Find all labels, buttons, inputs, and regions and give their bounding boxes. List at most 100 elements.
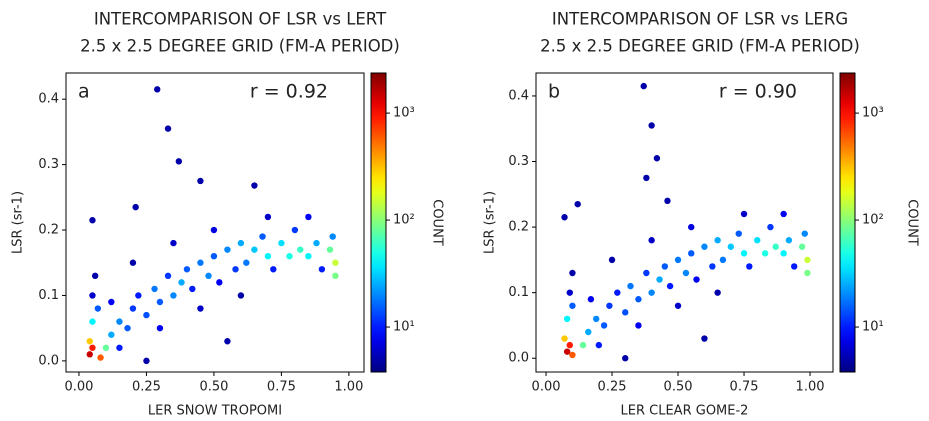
data-point	[313, 239, 320, 247]
data-point	[569, 302, 576, 309]
data-point	[798, 243, 806, 250]
data-point	[661, 263, 669, 270]
colorbar-label: COUNT	[905, 199, 920, 246]
data-point	[569, 269, 576, 277]
data-point	[608, 256, 616, 264]
y-tick-label: 0.4	[38, 92, 59, 107]
colorbar-tick-label: 10¹	[862, 320, 884, 335]
data-point	[579, 341, 587, 349]
data-point	[270, 266, 277, 273]
data-point	[801, 230, 808, 237]
data-point	[197, 259, 204, 266]
data-point	[89, 344, 96, 351]
y-axis-label: LSR (sr-1)	[483, 191, 498, 254]
data-point	[635, 296, 642, 303]
data-point	[97, 354, 104, 361]
data-point	[804, 256, 811, 264]
x-tick-label: 0.75	[730, 380, 759, 395]
y-tick-label: 0.0	[38, 353, 59, 368]
data-point	[129, 305, 137, 312]
data-point	[772, 243, 779, 250]
data-point	[210, 252, 218, 260]
x-tick-label: 0.00	[64, 380, 93, 395]
data-point	[714, 289, 721, 296]
data-point	[291, 226, 299, 234]
data-point	[719, 256, 727, 264]
data-point	[585, 328, 592, 336]
data-point	[164, 125, 172, 132]
x-tick-label: 0.75	[267, 380, 296, 395]
data-point	[727, 243, 735, 250]
data-point	[627, 282, 634, 290]
panel-label: b	[548, 81, 560, 103]
data-point	[643, 269, 650, 277]
annotation: r = 0.90	[719, 81, 797, 103]
data-point	[178, 279, 185, 286]
data-point	[785, 237, 793, 244]
data-point	[329, 233, 336, 240]
data-point	[135, 292, 142, 299]
data-point	[143, 357, 150, 365]
data-point	[151, 285, 158, 293]
data-point	[561, 335, 568, 342]
chart-title: INTERCOMPARISON OF LSR vs LERG	[552, 10, 848, 29]
data-point	[86, 351, 93, 358]
data-point	[614, 289, 621, 296]
data-point	[693, 276, 700, 283]
x-tick-label: 0.25	[598, 380, 627, 395]
data-point	[688, 223, 695, 231]
y-axis-label: LSR (sr-1)	[11, 191, 26, 254]
data-point	[746, 263, 753, 270]
colorbar-tick-label: 10²	[393, 213, 415, 228]
data-point	[108, 298, 115, 306]
data-point	[664, 197, 671, 205]
x-axis-label: LER CLEAR GOME-2	[621, 404, 749, 419]
data-point	[587, 296, 595, 303]
data-point	[688, 250, 695, 257]
data-point	[278, 239, 285, 247]
y-tick-label: 0.1	[38, 288, 59, 303]
colorbar-tick-label: 10³	[393, 106, 415, 121]
y-tick-label: 0.1	[508, 285, 529, 300]
data-point	[656, 276, 663, 283]
data-point	[653, 155, 661, 162]
data-point	[622, 309, 629, 316]
data-point	[305, 252, 312, 260]
data-point	[297, 246, 304, 253]
panel-label: a	[78, 81, 90, 103]
x-tick-label: 0.00	[532, 380, 561, 395]
data-point	[592, 315, 600, 323]
data-point	[709, 263, 716, 270]
data-point	[197, 305, 204, 312]
data-point	[640, 82, 647, 90]
data-point	[569, 351, 576, 359]
data-point	[154, 86, 161, 93]
data-point	[595, 341, 603, 349]
data-point	[183, 266, 191, 273]
data-point	[566, 341, 573, 349]
data-point	[780, 250, 787, 257]
data-point	[102, 344, 110, 351]
data-point	[790, 263, 798, 270]
data-point	[561, 214, 568, 221]
x-tick-label: 1.00	[334, 380, 363, 395]
data-point	[332, 259, 339, 266]
data-point	[643, 174, 650, 182]
data-point	[259, 233, 266, 240]
data-point	[635, 322, 642, 329]
data-point	[164, 272, 172, 280]
data-point	[326, 246, 334, 253]
data-point	[210, 226, 218, 234]
data-point	[116, 318, 123, 325]
data-point	[264, 213, 272, 221]
data-point	[566, 289, 573, 296]
data-point	[205, 272, 212, 280]
colorbar-tick-label: 10³	[862, 106, 884, 121]
data-point	[305, 213, 312, 221]
data-point	[648, 237, 655, 244]
data-point	[622, 355, 629, 362]
data-point	[132, 203, 139, 211]
data-point	[318, 266, 326, 273]
data-point	[91, 272, 99, 280]
data-point	[767, 223, 774, 231]
